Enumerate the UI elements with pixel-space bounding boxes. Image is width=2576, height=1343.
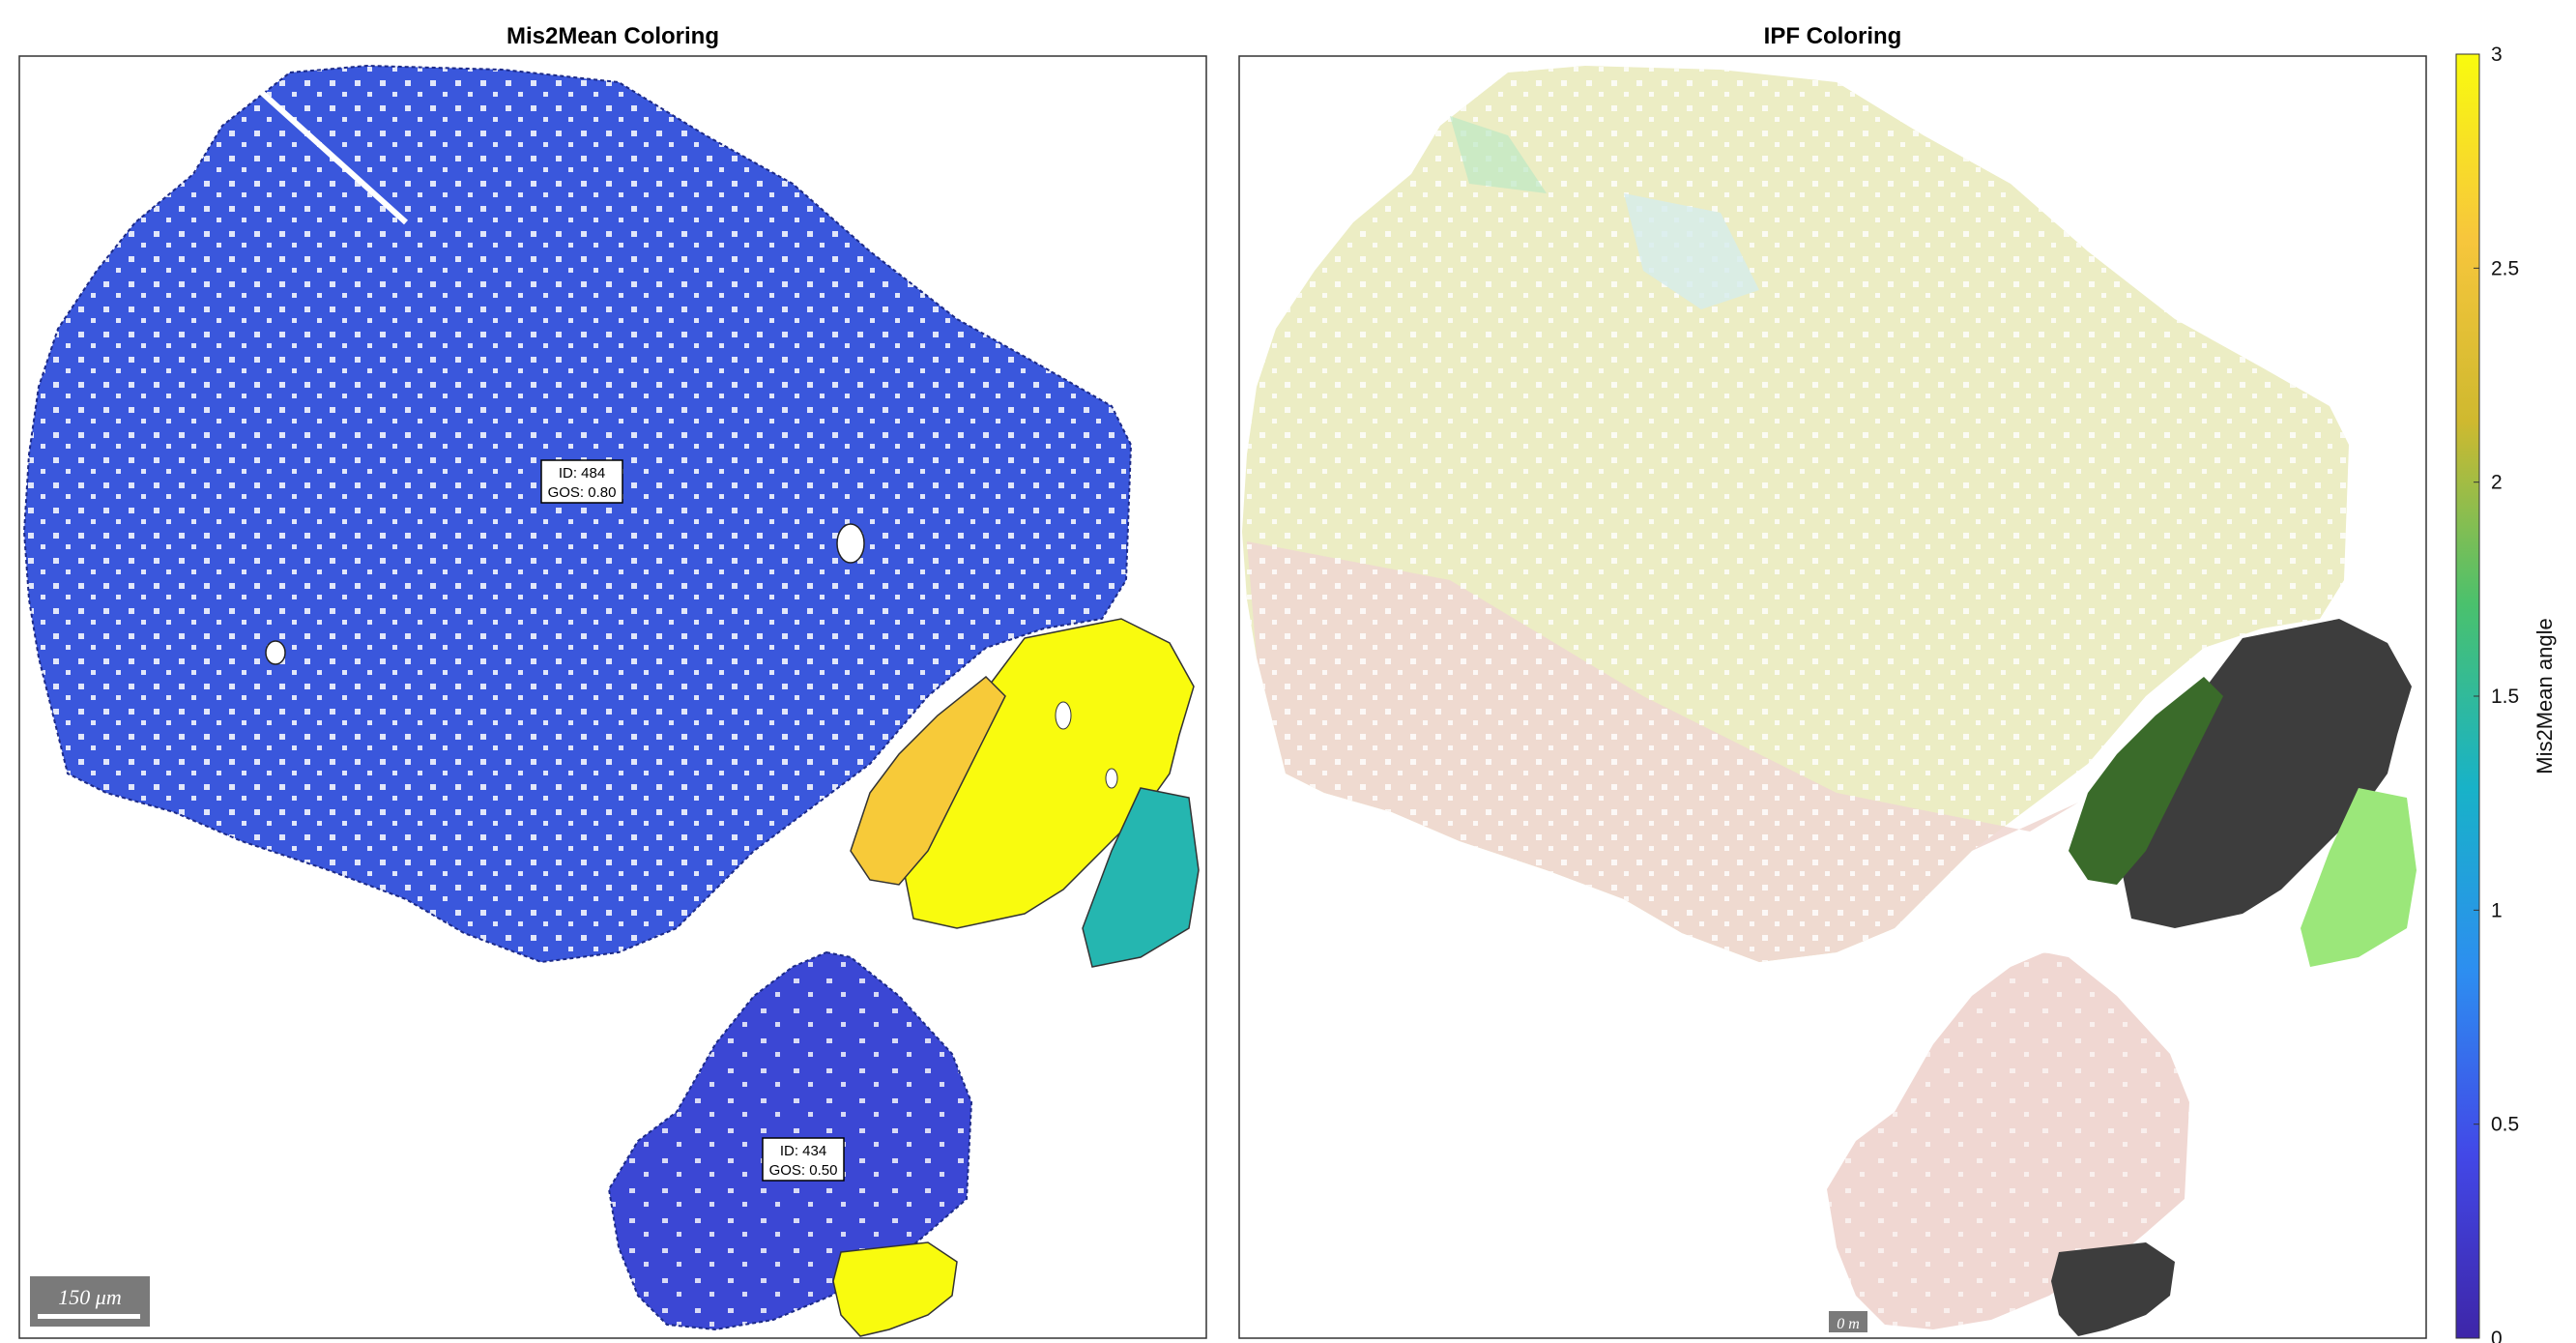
colorbar-tick-label: 1 bbox=[2491, 899, 2503, 921]
ipf-map bbox=[1242, 66, 2417, 1336]
olive-grain bbox=[850, 675, 1006, 886]
scalebar-left-label: 150 μm bbox=[58, 1285, 121, 1309]
ipf-lightgreen-grain bbox=[2301, 788, 2417, 967]
colorbar-tick-label: 2.5 bbox=[2491, 257, 2519, 279]
scalebar-left: 150 μm bbox=[30, 1276, 150, 1327]
yellow-grain-small bbox=[832, 1241, 958, 1337]
left-panel-title: Mis2Mean Coloring bbox=[506, 23, 720, 49]
colorbar: 0 0.5 1 1.5 2 2.5 3 Mis2Mean angle bbox=[2455, 44, 2557, 1343]
right-axes-frame bbox=[1238, 55, 2427, 1339]
scalebar-right-label: 0 m bbox=[1837, 1316, 1860, 1332]
colorbar-tick-label: 3 bbox=[2491, 44, 2503, 66]
scalebar-right: 0 m bbox=[1829, 1311, 1867, 1332]
grain-484-label: ID: 484 GOS: 0.80 bbox=[540, 459, 623, 504]
colorbar-tick-label: 0.5 bbox=[2491, 1114, 2519, 1136]
teal-grain bbox=[1082, 787, 1200, 968]
colorbar-tick-label: 1.5 bbox=[2491, 686, 2519, 708]
colorbar-label: Mis2Mean angle bbox=[2533, 618, 2557, 774]
colorbar-tick-label: 0 bbox=[2491, 1328, 2503, 1343]
ipf-dark-grain bbox=[2122, 619, 2412, 928]
right-panel-title: IPF Coloring bbox=[1763, 23, 1902, 49]
left-axes-frame bbox=[18, 55, 1207, 1339]
ipf-green-grain bbox=[2069, 677, 2223, 885]
mis2mean-map bbox=[22, 64, 1200, 1337]
grain-434-label: ID: 434 GOS: 0.50 bbox=[762, 1137, 845, 1182]
grain-434-id: ID: 434 bbox=[780, 1143, 826, 1159]
colorbar-ticks: 0 0.5 1 1.5 2 2.5 3 bbox=[2474, 44, 2519, 1343]
grain-434-gos: GOS: 0.50 bbox=[769, 1162, 838, 1179]
colorbar-tick-label: 2 bbox=[2491, 472, 2503, 494]
grain-484-id: ID: 484 bbox=[559, 465, 605, 482]
ipf-dark-grain-small bbox=[2051, 1242, 2175, 1336]
grain-484-gos: GOS: 0.80 bbox=[548, 484, 617, 501]
